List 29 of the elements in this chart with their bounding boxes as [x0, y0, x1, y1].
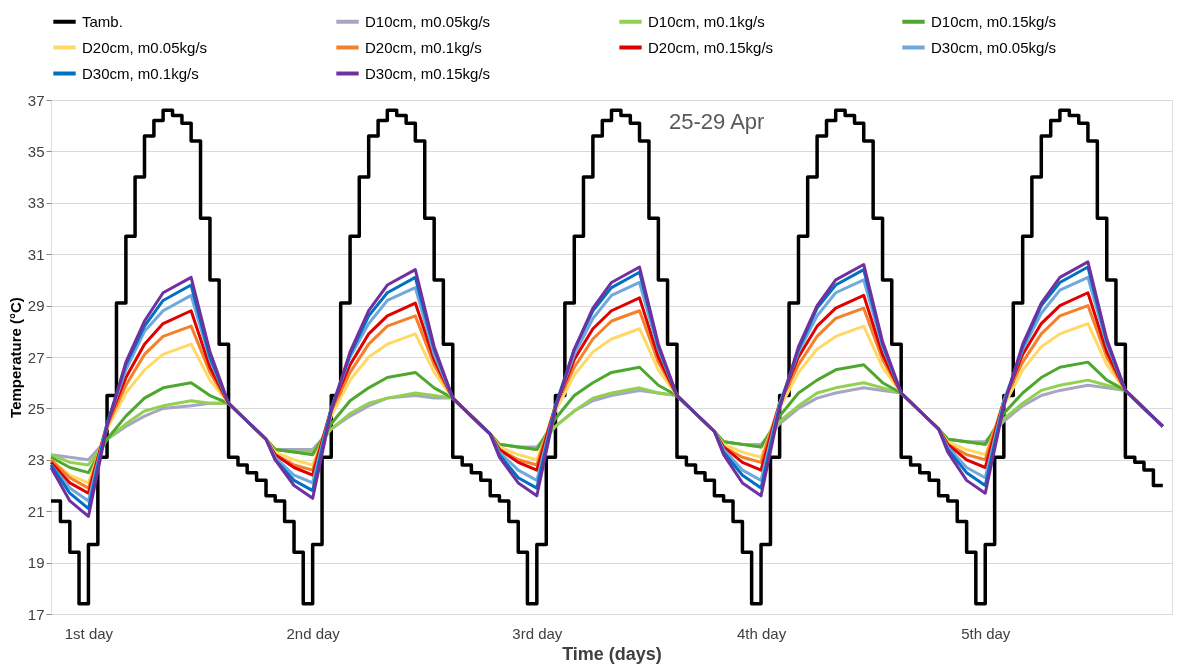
annotation: 25-29 Apr	[669, 109, 765, 134]
legend-label: D30cm, m0.1kg/s	[82, 64, 199, 82]
y-tick-label: 27	[27, 348, 45, 366]
legend-label: D10cm, m0.05kg/s	[365, 12, 491, 30]
x-tick-label: 5th day	[961, 624, 1011, 642]
y-tick-label: 17	[27, 605, 45, 623]
x-tick-label: 4th day	[736, 624, 787, 642]
legend-label: D20cm, m0.15kg/s	[648, 38, 774, 56]
legend-label: D20cm, m0.1kg/s	[365, 38, 482, 56]
y-tick-label: 23	[27, 451, 45, 469]
legend-label: D10cm, m0.1kg/s	[648, 12, 765, 30]
legend-label: Tamb.	[82, 12, 123, 30]
legend-label: D30cm, m0.15kg/s	[365, 64, 491, 82]
y-tick-label: 33	[27, 194, 45, 212]
y-tick-label: 35	[27, 142, 45, 160]
y-tick-label: 31	[27, 245, 45, 263]
legend-label: D10cm, m0.15kg/s	[931, 12, 1057, 30]
x-tick-label: 2nd day	[286, 624, 341, 642]
y-tick-label: 21	[27, 502, 45, 520]
legend-label: D20cm, m0.05kg/s	[82, 38, 208, 56]
legend-label: D30cm, m0.05kg/s	[931, 38, 1057, 56]
y-axis-title: Temperature (°C)	[6, 297, 24, 418]
x-tick-label: 3rd day	[512, 624, 563, 642]
x-tick-label: 1st day	[64, 624, 114, 642]
y-tick-label: 19	[27, 554, 45, 572]
x-axis-title: Time (days)	[562, 643, 662, 664]
y-tick-label: 37	[27, 91, 45, 109]
y-tick-label: 25	[27, 399, 45, 417]
y-tick-label: 29	[27, 297, 45, 315]
